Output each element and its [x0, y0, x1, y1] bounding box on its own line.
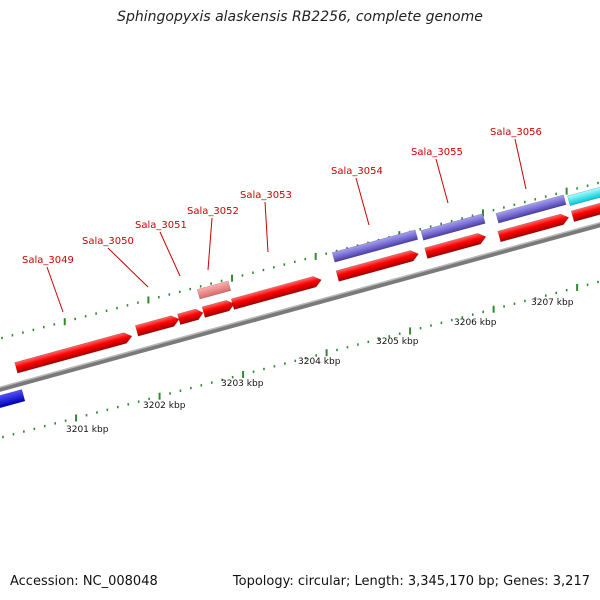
purple-feature-3055	[420, 213, 486, 241]
genome-backbone	[0, 221, 600, 392]
gene-label-sala-3051: Sala_3051	[135, 220, 187, 231]
gene-sala-3050-arrow	[134, 315, 180, 337]
light-feature-box	[196, 280, 232, 300]
map-title: Sphingopyxis alaskensis RB2256, complete…	[117, 9, 483, 25]
gene-sala-3051-arrow	[177, 308, 204, 325]
scale-label-3203: 3203 kbp	[221, 379, 264, 389]
gene-label-leaders	[46, 138, 527, 313]
leader-line	[355, 177, 370, 226]
gene-label-sala-3050: Sala_3050	[82, 236, 134, 247]
gene-label-sala-3055: Sala_3055	[411, 147, 463, 158]
genome-stats: Topology: circular; Length: 3,345,170 bp…	[232, 574, 590, 589]
leader-line	[107, 247, 149, 288]
upper-tick-track	[1, 181, 599, 340]
purple-feature-3056	[495, 194, 567, 224]
gene-label-sala-3054: Sala_3054	[331, 166, 383, 177]
scale-label-3202: 3202 kbp	[143, 401, 186, 411]
purple-feature-3054	[331, 229, 419, 263]
cyan-feature	[567, 183, 600, 207]
gene-label-sala-3052: Sala_3052	[187, 206, 239, 217]
gene-sala-3054-arrow	[335, 250, 419, 282]
leader-line	[207, 217, 213, 271]
leader-line	[159, 231, 181, 277]
gene-sala-3049-arrow	[14, 332, 133, 374]
gene-label-sala-3049: Sala_3049	[22, 255, 74, 266]
leader-line	[46, 266, 64, 313]
scale-label-3204: 3204 kbp	[298, 357, 341, 367]
leader-line	[264, 201, 269, 253]
leader-line	[514, 138, 527, 190]
gene-sala-3053-arrow	[230, 276, 322, 310]
scale-label-3205: 3205 kbp	[376, 337, 419, 347]
blue-feature	[0, 389, 26, 411]
gene-sala-3057-arrow	[570, 201, 600, 222]
leader-line	[435, 158, 449, 204]
gene-sala-3056-arrow	[497, 213, 570, 243]
gene-sala-3055-arrow	[424, 233, 487, 259]
gene-sala-3052-arrow	[201, 299, 235, 318]
scale-label-3206: 3206 kbp	[454, 318, 497, 328]
gene-label-sala-3053: Sala_3053	[240, 190, 292, 201]
gene-label-sala-3056: Sala_3056	[490, 127, 542, 138]
accession-info: Accession: NC_008048	[10, 574, 158, 589]
scale-label-3201: 3201 kbp	[66, 425, 109, 435]
scale-label-3207: 3207 kbp	[531, 298, 574, 308]
lower-tick-track	[2, 280, 599, 439]
gene-features	[0, 183, 600, 411]
